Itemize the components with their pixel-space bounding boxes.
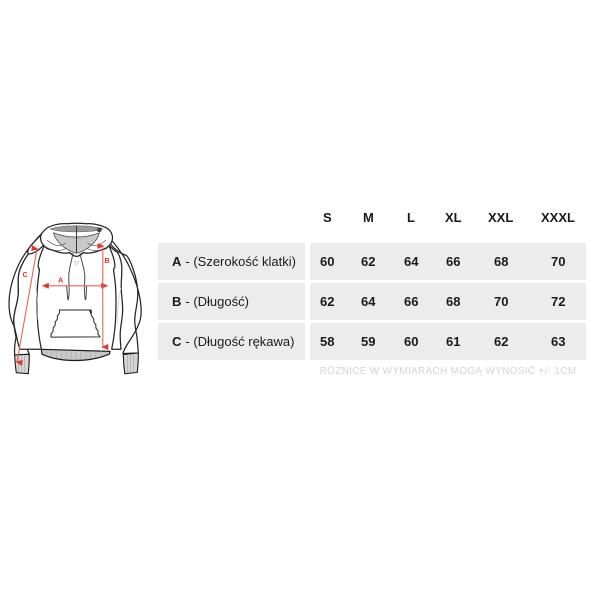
svg-text:A: A: [58, 276, 64, 285]
svg-text:B: B: [105, 256, 110, 265]
svg-text:C: C: [23, 270, 29, 279]
